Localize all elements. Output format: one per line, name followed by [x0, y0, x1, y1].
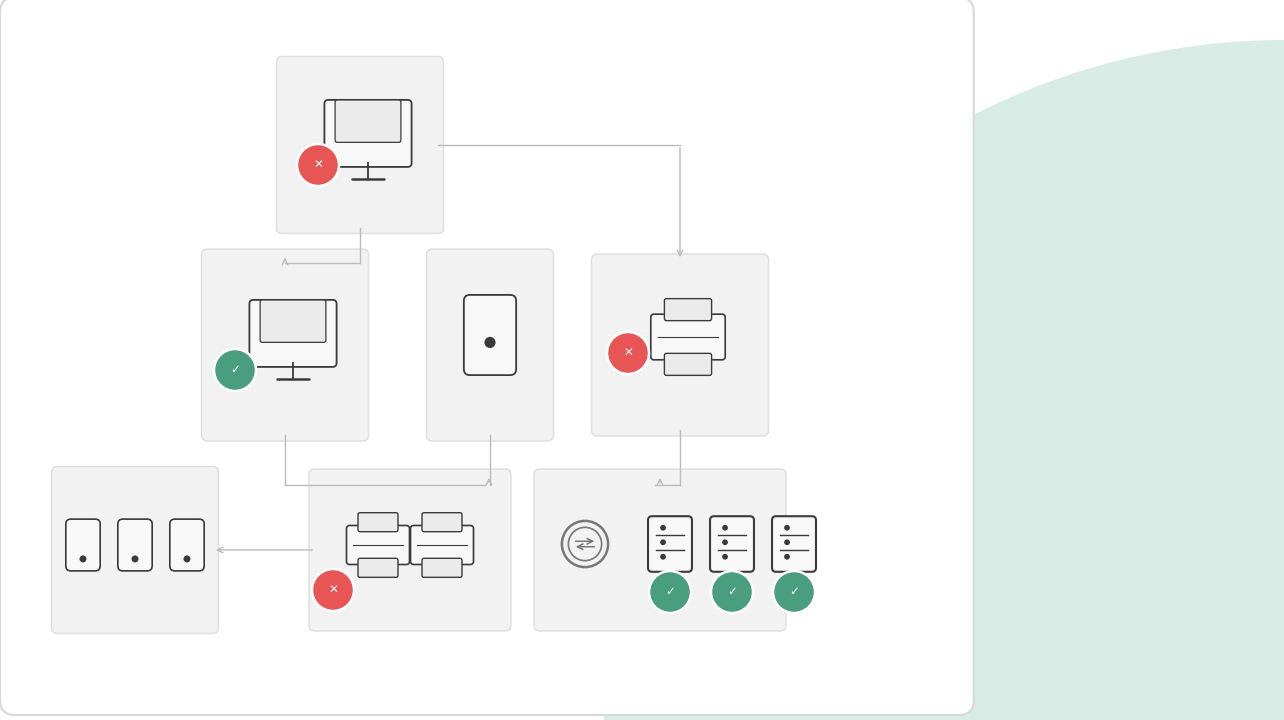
- FancyBboxPatch shape: [276, 56, 443, 233]
- FancyBboxPatch shape: [65, 519, 100, 571]
- FancyBboxPatch shape: [772, 516, 815, 572]
- FancyBboxPatch shape: [426, 249, 553, 441]
- Circle shape: [648, 571, 691, 613]
- FancyBboxPatch shape: [249, 300, 336, 367]
- Circle shape: [773, 571, 815, 613]
- Polygon shape: [603, 40, 1284, 720]
- Text: ✓: ✓: [727, 585, 737, 598]
- FancyBboxPatch shape: [648, 516, 692, 572]
- FancyBboxPatch shape: [309, 469, 511, 631]
- FancyBboxPatch shape: [325, 100, 412, 167]
- FancyBboxPatch shape: [51, 467, 218, 634]
- Circle shape: [607, 332, 648, 374]
- Text: ✕: ✕: [329, 583, 338, 596]
- FancyBboxPatch shape: [464, 295, 516, 375]
- FancyBboxPatch shape: [261, 300, 326, 342]
- Circle shape: [711, 571, 752, 613]
- FancyBboxPatch shape: [358, 558, 398, 577]
- FancyBboxPatch shape: [664, 354, 711, 375]
- Circle shape: [660, 554, 666, 559]
- Text: ✓: ✓: [665, 585, 675, 598]
- FancyBboxPatch shape: [411, 526, 474, 564]
- Text: ✓: ✓: [230, 364, 240, 377]
- Circle shape: [722, 554, 728, 559]
- FancyBboxPatch shape: [592, 254, 769, 436]
- FancyBboxPatch shape: [664, 299, 711, 320]
- FancyBboxPatch shape: [0, 0, 973, 715]
- FancyBboxPatch shape: [169, 519, 204, 571]
- FancyBboxPatch shape: [422, 513, 462, 531]
- Text: ✕: ✕: [313, 158, 324, 171]
- Circle shape: [214, 349, 256, 391]
- Circle shape: [297, 144, 339, 186]
- Circle shape: [660, 539, 666, 545]
- FancyBboxPatch shape: [202, 249, 369, 441]
- Circle shape: [785, 525, 790, 531]
- FancyBboxPatch shape: [422, 558, 462, 577]
- FancyBboxPatch shape: [358, 513, 398, 531]
- FancyBboxPatch shape: [118, 519, 153, 571]
- Circle shape: [722, 539, 728, 545]
- Circle shape: [484, 337, 496, 348]
- Circle shape: [312, 569, 354, 611]
- Circle shape: [80, 555, 86, 562]
- Circle shape: [184, 555, 190, 562]
- FancyBboxPatch shape: [335, 100, 401, 143]
- Circle shape: [785, 554, 790, 559]
- Circle shape: [722, 525, 728, 531]
- FancyBboxPatch shape: [710, 516, 754, 572]
- FancyBboxPatch shape: [651, 314, 725, 360]
- FancyBboxPatch shape: [347, 526, 410, 564]
- Circle shape: [131, 555, 139, 562]
- FancyBboxPatch shape: [534, 469, 786, 631]
- Circle shape: [660, 525, 666, 531]
- Circle shape: [785, 539, 790, 545]
- Text: ✓: ✓: [790, 585, 799, 598]
- Text: ✕: ✕: [623, 346, 633, 359]
